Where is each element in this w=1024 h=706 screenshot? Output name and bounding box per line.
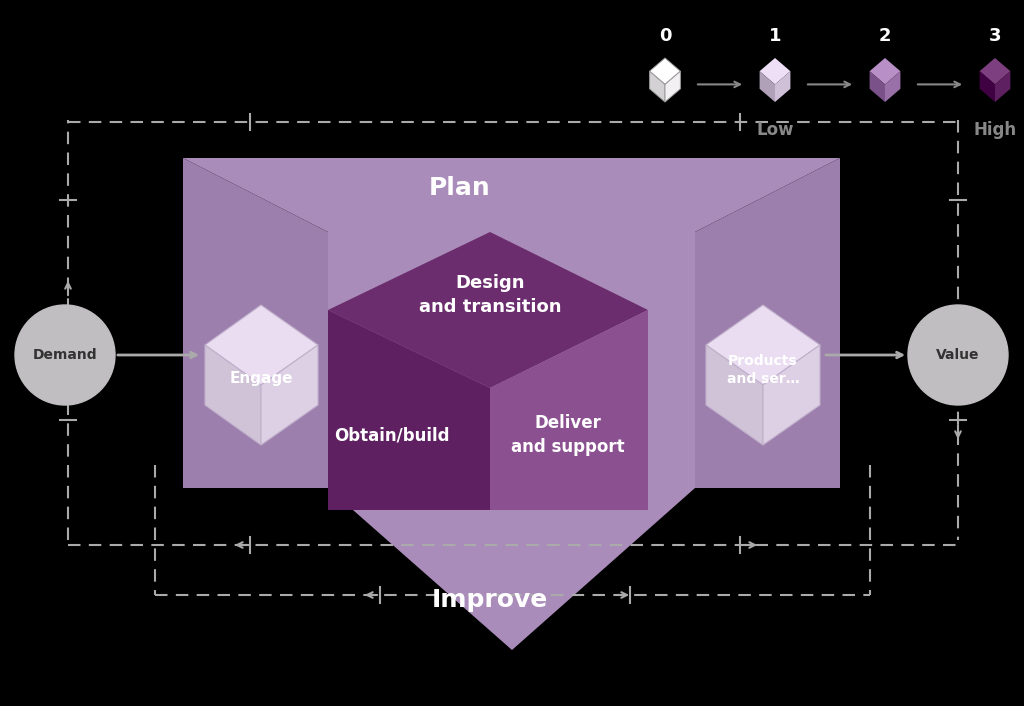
Polygon shape <box>490 310 648 510</box>
Polygon shape <box>760 58 791 85</box>
Polygon shape <box>328 232 648 388</box>
Text: Design
and transition: Design and transition <box>419 274 561 316</box>
Text: Improve: Improve <box>432 588 548 612</box>
Text: 1: 1 <box>769 27 781 45</box>
Text: High: High <box>974 121 1017 139</box>
Polygon shape <box>261 345 318 445</box>
Circle shape <box>908 305 1008 405</box>
Polygon shape <box>205 305 318 385</box>
Text: Value: Value <box>936 348 980 362</box>
Text: 2: 2 <box>879 27 891 45</box>
Text: Products
and ser…: Products and ser… <box>727 354 800 386</box>
Polygon shape <box>775 71 791 102</box>
Polygon shape <box>183 158 840 232</box>
Polygon shape <box>328 310 490 510</box>
Polygon shape <box>183 158 328 488</box>
Polygon shape <box>980 58 1011 85</box>
Polygon shape <box>706 345 763 445</box>
Text: 3: 3 <box>989 27 1001 45</box>
Text: Obtain/build: Obtain/build <box>334 426 450 444</box>
Polygon shape <box>205 345 261 445</box>
Polygon shape <box>665 71 680 102</box>
Polygon shape <box>328 232 695 650</box>
Polygon shape <box>980 71 995 102</box>
Text: Engage: Engage <box>229 371 293 385</box>
Polygon shape <box>706 305 820 385</box>
Text: Demand: Demand <box>33 348 97 362</box>
Polygon shape <box>695 158 840 488</box>
Polygon shape <box>885 71 900 102</box>
Polygon shape <box>869 58 900 85</box>
Polygon shape <box>763 345 820 445</box>
Polygon shape <box>649 71 665 102</box>
Polygon shape <box>995 71 1011 102</box>
Text: Plan: Plan <box>429 176 490 200</box>
Polygon shape <box>649 58 680 85</box>
Text: Deliver
and support: Deliver and support <box>511 414 625 456</box>
Circle shape <box>15 305 115 405</box>
Polygon shape <box>869 71 885 102</box>
Text: Low: Low <box>757 121 794 139</box>
Polygon shape <box>760 71 775 102</box>
Text: 0: 0 <box>658 27 672 45</box>
